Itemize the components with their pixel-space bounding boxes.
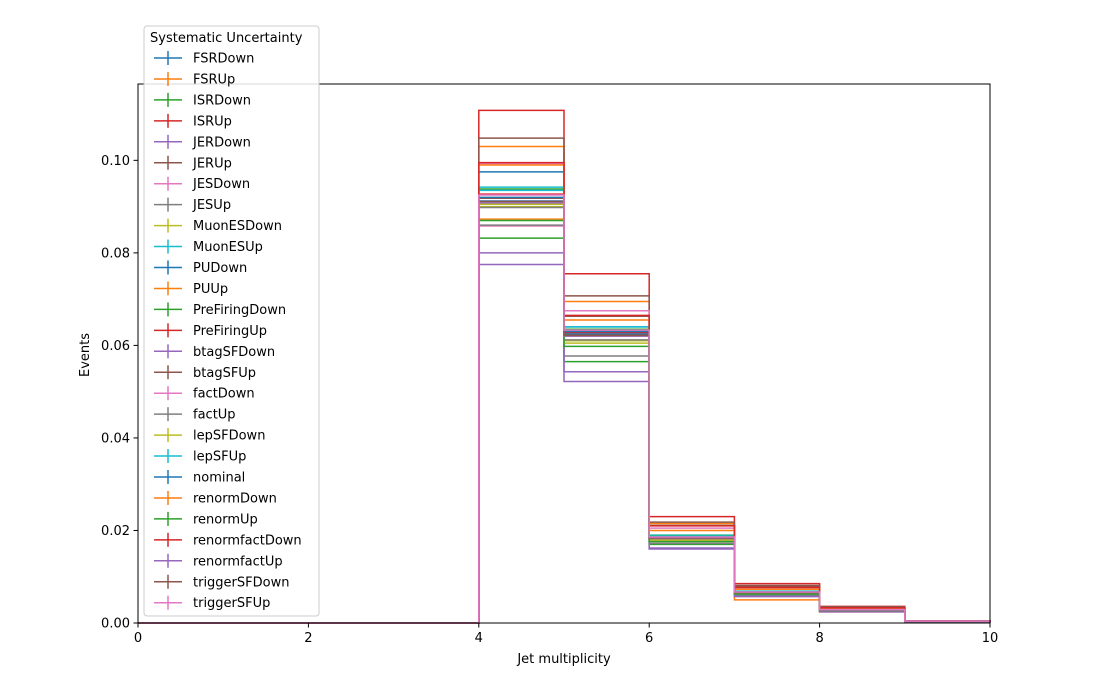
legend-entry-nominal: nominal	[154, 470, 245, 486]
legend-label: MuonESUp	[193, 240, 263, 255]
legend-label: lepSFDown	[193, 429, 265, 444]
legend-label: factUp	[193, 408, 236, 423]
legend-entry-lepSFDown: lepSFDown	[154, 428, 265, 444]
legend-label: FSRDown	[193, 52, 254, 67]
legend: Systematic Uncertainty FSRDown FSRUp ISRDo…	[143, 25, 320, 617]
legend-box	[143, 25, 320, 617]
y-tick-label: 0.02	[101, 524, 130, 539]
y-axis-label: Events	[78, 333, 93, 377]
x-tick-label: 0	[134, 631, 142, 646]
legend-entry-ISRDown: ISRDown	[154, 92, 251, 108]
legend-entry-MuonESDown: MuonESDown	[154, 218, 282, 234]
legend-entry-triggerSFUp: triggerSFUp	[154, 595, 270, 611]
legend-entry-JERUp: JERUp	[154, 155, 232, 171]
legend-label: PreFiringDown	[193, 303, 286, 318]
legend-entry-PreFiringUp: PreFiringUp	[154, 323, 267, 339]
x-tick-label: 10	[982, 631, 999, 646]
legend-entry-PUDown: PUDown	[154, 260, 247, 276]
y-tick-label: 0.10	[101, 154, 130, 169]
legend-label: lepSFUp	[193, 450, 246, 465]
legend-label: PreFiringUp	[193, 324, 267, 339]
legend-label: PUDown	[193, 261, 247, 276]
legend-label: MuonESDown	[193, 219, 282, 234]
legend-entry-MuonESUp: MuonESUp	[154, 239, 263, 255]
legend-label: factDown	[193, 387, 255, 402]
legend-label: renormDown	[193, 491, 277, 506]
legend-label: ISRUp	[193, 114, 232, 129]
x-tick-label: 6	[645, 631, 653, 646]
legend-label: JERDown	[192, 135, 251, 150]
y-tick-label: 0.00	[101, 617, 130, 632]
legend-entry-PreFiringDown: PreFiringDown	[154, 302, 286, 318]
legend-label: renormfactDown	[193, 533, 302, 548]
y-axis-ticks: 0.00 0.02 0.04 0.06 0.08 0.10	[101, 154, 138, 632]
legend-entry-ISRUp: ISRUp	[154, 113, 232, 129]
legend-entry-triggerSFDown: triggerSFDown	[154, 574, 289, 590]
legend-entry-JESDown: JESDown	[154, 176, 250, 192]
legend-entry-renormUp: renormUp	[154, 511, 258, 527]
axes-frame	[137, 83, 991, 624]
legend-label: renormfactUp	[193, 554, 283, 569]
legend-entries: FSRDown FSRUp ISRDown ISRUp JERDown JERUp JESD…	[154, 51, 302, 611]
x-tick-label: 2	[304, 631, 312, 646]
legend-entry-renormfactDown: renormfactDown	[154, 532, 302, 548]
legend-label: JESDown	[192, 177, 250, 192]
legend-label: btagSFDown	[193, 345, 275, 360]
legend-label: JERUp	[192, 156, 232, 171]
y-tick-label: 0.04	[101, 431, 130, 446]
legend-entry-JERDown: JERDown	[154, 134, 251, 150]
y-tick-label: 0.08	[101, 246, 130, 261]
legend-entry-btagSFDown: btagSFDown	[154, 344, 275, 360]
x-tick-label: 4	[475, 631, 483, 646]
legend-entry-JESUp: JESUp	[154, 197, 231, 213]
legend-entry-FSRUp: FSRUp	[154, 71, 235, 87]
legend-entry-FSRDown: FSRDown	[154, 51, 254, 67]
legend-entry-factDown: factDown	[154, 386, 255, 402]
y-tick-label: 0.06	[101, 339, 130, 354]
legend-entry-renormDown: renormDown	[154, 490, 277, 506]
legend-label: btagSFUp	[193, 366, 256, 381]
legend-entry-btagSFUp: btagSFUp	[154, 365, 256, 381]
legend-title: Systematic Uncertainty	[150, 31, 303, 46]
legend-label: nominal	[193, 471, 245, 486]
legend-label: JESUp	[192, 198, 231, 213]
legend-label: ISRDown	[193, 93, 251, 108]
legend-entry-PUUp: PUUp	[154, 281, 228, 297]
legend-entry-renormfactUp: renormfactUp	[154, 553, 283, 569]
legend-entry-factUp: factUp	[154, 407, 236, 423]
x-axis-label: Jet multiplicity	[516, 652, 611, 667]
legend-label: FSRUp	[193, 72, 235, 87]
x-tick-label: 8	[815, 631, 823, 646]
legend-entry-lepSFUp: lepSFUp	[154, 449, 246, 465]
legend-label: PUUp	[193, 282, 228, 297]
legend-label: renormUp	[193, 512, 258, 527]
legend-label: triggerSFDown	[193, 575, 289, 590]
legend-label: triggerSFUp	[193, 596, 270, 611]
x-axis-ticks: 0 2 4 6 8 10	[134, 623, 998, 646]
